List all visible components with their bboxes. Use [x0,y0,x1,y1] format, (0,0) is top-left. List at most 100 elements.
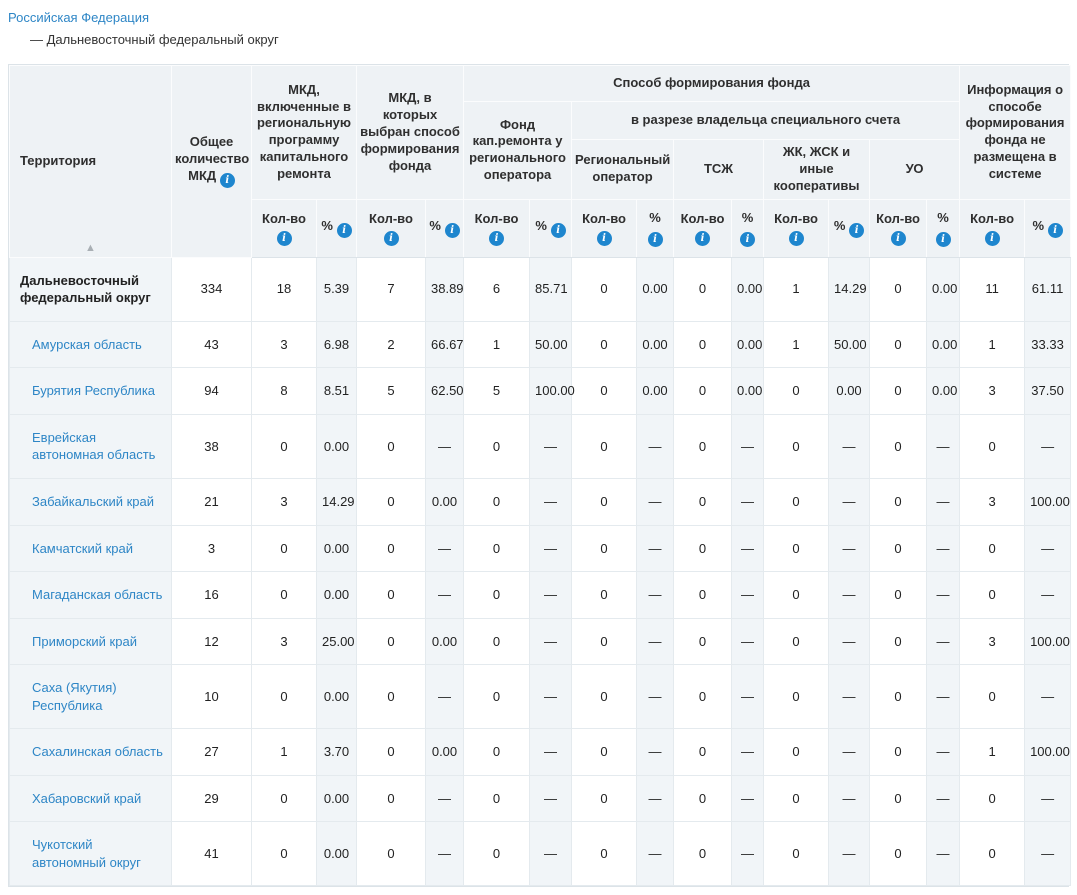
territory-cell: Чукотский автономный округ [9,821,172,887]
territory-link[interactable]: Бурятия Республика [32,383,156,399]
table-cell: — [926,413,961,479]
table-row: Сахалинская область 27 1 3.70 0 0.00 0—0—0—0—… [9,728,1072,776]
count-label: Кол-во [970,210,1015,226]
table-cell: 0 [763,413,830,479]
table-cell: — [529,413,573,479]
column-header-uo: УО [869,139,961,200]
table-cell: 61.11 [1024,256,1072,322]
column-header-territory[interactable]: Территория ▲ [9,65,172,258]
count-label: Кол-во [474,210,519,226]
table-cell: 85.71 [529,256,573,322]
table-row: Еврейская автономная область 38 0 0.00 0—0—… [9,413,1072,479]
table-cell: 0 [571,821,638,887]
table-row: Камчатский край 3 0 0.00 0—0—0—0—0—0—0— [9,524,1072,573]
table-cell: 0 [673,477,733,526]
table-row: Чукотский автономный округ 41 0 0.00 0—0—0—… [9,821,1072,887]
breadcrumb-current: — Дальневосточный федеральный округ [30,32,279,47]
territory-link[interactable]: Магаданская область [32,587,163,603]
table-cell: — [828,821,871,887]
territory-link[interactable]: Приморский край [32,633,137,649]
breadcrumb-root-link[interactable]: Российская Федерация [8,10,150,25]
territory-header-label: Территория [20,152,97,168]
info-icon[interactable]: i [695,230,711,246]
territory-cell: Сахалинская область [9,728,172,776]
territory-link[interactable]: Амурская область [32,336,142,352]
table-cell: — [636,477,675,526]
table-cell: 0 [463,821,531,887]
percent-label: % [833,218,846,234]
subheader-percent: % i [636,198,675,258]
table-cell: — [1024,571,1072,619]
territory-link[interactable]: Еврейская автономная область [32,429,156,463]
table-cell: — [731,477,765,526]
table-cell: — [926,571,961,619]
table-cell: — [926,524,961,573]
table-cell: 16 [171,571,252,619]
info-icon[interactable]: i [984,230,1000,246]
table-cell: 33.33 [1024,320,1072,369]
info-icon[interactable]: i [935,231,951,247]
table-cell: — [424,413,465,479]
info-icon[interactable]: i [740,231,756,247]
table-cell: — [424,821,465,887]
table-cell: 0 [463,477,531,526]
info-icon[interactable]: i [383,230,399,246]
table-cell: 0 [356,413,426,479]
info-icon[interactable]: i [788,230,804,246]
table-cell: 100.00 [1024,477,1072,526]
territory-link[interactable]: Саха (Якутия) Республика [32,680,117,713]
territory-cell: Магаданская область [9,571,172,619]
territory-link[interactable]: Сахалинская область [32,744,163,760]
info-icon[interactable]: i [890,230,906,246]
info-icon[interactable]: i [219,173,235,189]
table-cell: 0 [673,524,733,573]
info-icon[interactable]: i [336,223,352,239]
territory-link[interactable]: Камчатский край [32,540,133,556]
table-cell: — [926,774,961,823]
breadcrumb: Российская Федерация — Дальневосточный ф… [8,8,1069,47]
info-icon[interactable]: i [276,230,292,246]
column-header-fund-method: Способ формирования фонда [463,65,961,102]
table-cell: 0 [356,524,426,573]
table-cell: 0 [463,617,531,666]
table-cell: 0 [251,524,317,573]
table-cell: 21 [171,477,252,526]
table-cell: — [424,524,465,573]
territory-link[interactable]: Забайкальский край [32,493,155,509]
table-cell: 43 [171,320,252,369]
info-icon[interactable]: i [550,223,566,239]
table-row: Бурятия Республика 94 8 8.51 5 62.50 5 100.00 0… [9,367,1072,415]
info-icon[interactable]: i [444,223,460,239]
table-cell: 0.00 [926,367,961,415]
info-icon[interactable]: i [647,231,663,247]
table-cell: 0 [463,413,531,479]
territory-table: Территория ▲ Общее количество МКД i МКД,… [9,65,1072,887]
table-cell: 0 [571,728,638,776]
table-cell: — [731,617,765,666]
table-cell: — [424,774,465,823]
info-icon[interactable]: i [489,230,505,246]
table-row: Дальневосточный федеральный округ 334 18 5… [9,256,1072,322]
table-cell: 0 [463,664,531,730]
territory-cell: Забайкальский край [9,477,172,526]
table-cell: 1 [959,320,1026,369]
table-cell: 100.00 [529,367,575,415]
info-icon[interactable]: i [849,223,865,239]
column-header-tsj: ТСЖ [673,139,765,200]
info-icon[interactable]: i [596,230,612,246]
territory-link[interactable]: Чукотский автономный округ [32,837,141,870]
column-header-no-info: Информация о способе формирования фонда … [959,65,1072,200]
sort-ascending-icon[interactable]: ▲ [85,241,96,254]
table-cell: — [529,728,573,776]
territory-link[interactable]: Хабаровский край [32,790,142,806]
table-cell: — [828,664,871,730]
table-cell: 0 [959,413,1026,479]
count-label: Кол-во [369,210,413,226]
table-cell: — [731,571,765,619]
info-icon[interactable]: i [1047,223,1063,239]
table-row: Приморский край 12 3 25.00 0 0.00 0—0—0—0—0—3… [9,617,1072,666]
table-cell: — [828,524,871,573]
table-cell: — [926,821,961,887]
table-cell: — [926,617,961,666]
table-cell: 0 [673,367,733,415]
